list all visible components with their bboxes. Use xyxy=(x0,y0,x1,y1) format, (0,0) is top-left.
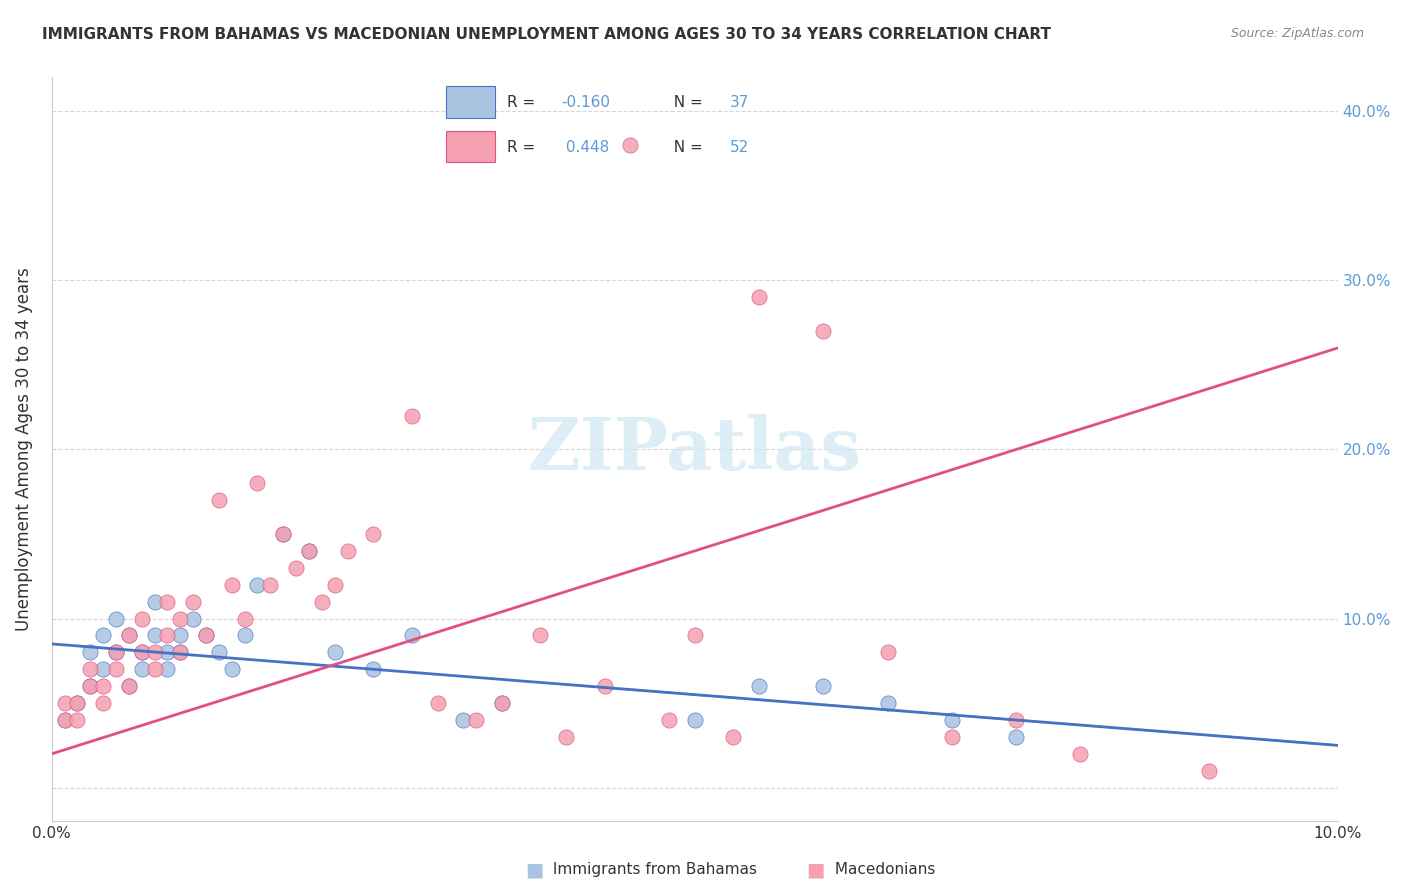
Point xyxy=(143,662,166,676)
Text: ■: ■ xyxy=(524,860,544,880)
Point xyxy=(143,628,166,642)
Point xyxy=(683,713,706,727)
Text: Immigrants from Bahamas: Immigrants from Bahamas xyxy=(548,863,758,877)
Point xyxy=(79,679,101,693)
Point xyxy=(66,713,89,727)
Point xyxy=(593,679,616,693)
Point xyxy=(271,527,294,541)
Text: Macedonians: Macedonians xyxy=(830,863,935,877)
Point xyxy=(131,645,153,659)
Y-axis label: Unemployment Among Ages 30 to 34 years: Unemployment Among Ages 30 to 34 years xyxy=(15,268,32,632)
Point xyxy=(79,645,101,659)
Point xyxy=(491,696,513,710)
Point xyxy=(465,713,488,727)
Point xyxy=(491,696,513,710)
Point xyxy=(169,628,191,642)
Text: ■: ■ xyxy=(806,860,825,880)
Point xyxy=(1198,764,1220,778)
Point xyxy=(105,611,128,625)
Point xyxy=(271,527,294,541)
Point xyxy=(323,645,346,659)
Text: Source: ZipAtlas.com: Source: ZipAtlas.com xyxy=(1230,27,1364,40)
Point xyxy=(143,594,166,608)
Point xyxy=(285,561,308,575)
Point xyxy=(361,527,384,541)
Point xyxy=(246,578,269,592)
Point xyxy=(426,696,449,710)
Point xyxy=(118,679,141,693)
Point xyxy=(748,679,770,693)
Point xyxy=(298,544,321,558)
Point xyxy=(298,544,321,558)
Point xyxy=(156,645,179,659)
Point xyxy=(323,578,346,592)
Point xyxy=(683,628,706,642)
Point xyxy=(66,696,89,710)
Point xyxy=(91,662,114,676)
Point xyxy=(723,730,745,744)
Point xyxy=(131,662,153,676)
Point xyxy=(941,730,963,744)
Point xyxy=(169,645,191,659)
Point xyxy=(619,138,641,153)
Point xyxy=(156,594,179,608)
Point xyxy=(1005,713,1028,727)
Text: ZIPatlas: ZIPatlas xyxy=(527,414,862,485)
Point xyxy=(79,662,101,676)
Point xyxy=(105,645,128,659)
Point xyxy=(876,696,898,710)
Point xyxy=(66,696,89,710)
Point xyxy=(131,611,153,625)
Point xyxy=(143,645,166,659)
Point xyxy=(208,645,231,659)
Point xyxy=(259,578,281,592)
Text: IMMIGRANTS FROM BAHAMAS VS MACEDONIAN UNEMPLOYMENT AMONG AGES 30 TO 34 YEARS COR: IMMIGRANTS FROM BAHAMAS VS MACEDONIAN UN… xyxy=(42,27,1052,42)
Point xyxy=(169,645,191,659)
Point xyxy=(1069,747,1091,761)
Point xyxy=(401,409,423,423)
Point xyxy=(156,628,179,642)
Point xyxy=(311,594,333,608)
Point xyxy=(246,476,269,491)
Point xyxy=(181,594,204,608)
Point xyxy=(336,544,359,558)
Point xyxy=(195,628,218,642)
Point xyxy=(361,662,384,676)
Point xyxy=(118,628,141,642)
Point xyxy=(131,645,153,659)
Point xyxy=(221,578,243,592)
Point xyxy=(118,628,141,642)
Point xyxy=(748,290,770,304)
Point xyxy=(233,611,256,625)
Point xyxy=(53,713,76,727)
Point xyxy=(91,679,114,693)
Point xyxy=(529,628,551,642)
Point xyxy=(105,662,128,676)
Point xyxy=(181,611,204,625)
Point xyxy=(401,628,423,642)
Point xyxy=(941,713,963,727)
Point xyxy=(91,696,114,710)
Point xyxy=(658,713,681,727)
Point xyxy=(118,679,141,693)
Point xyxy=(91,628,114,642)
Point xyxy=(79,679,101,693)
Point xyxy=(195,628,218,642)
Point xyxy=(1005,730,1028,744)
Point xyxy=(53,696,76,710)
Point xyxy=(53,713,76,727)
Point xyxy=(233,628,256,642)
Point xyxy=(876,645,898,659)
Point xyxy=(221,662,243,676)
Point xyxy=(208,493,231,508)
Point xyxy=(105,645,128,659)
Point xyxy=(156,662,179,676)
Point xyxy=(813,679,835,693)
Point xyxy=(555,730,578,744)
Point xyxy=(451,713,474,727)
Point xyxy=(813,324,835,338)
Point xyxy=(169,611,191,625)
